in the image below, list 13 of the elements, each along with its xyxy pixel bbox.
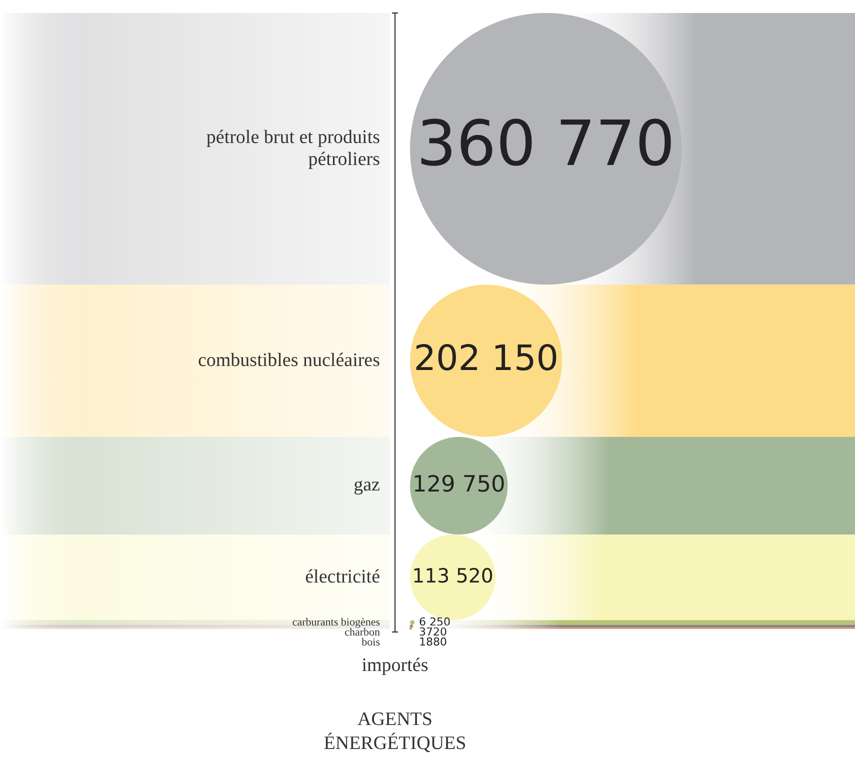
category-label: combustibles nucléaires [198,350,380,371]
category-label: bois [362,636,380,648]
category-label: pétrole brut et produits pétroliers [206,126,380,170]
data-label: 360 770 [416,107,675,180]
data-label: 113 520 [412,564,494,588]
text: importés [360,655,430,677]
category-label: charbon [344,626,380,638]
category-label: électricité [305,566,380,588]
data-label: 202 150 [414,338,558,379]
text: AGENTS ÉNERGÉTIQUES [322,708,468,756]
data-label: 129 750 [412,472,506,498]
category-label: carburants biogènes [292,616,380,628]
category-label: gaz [354,474,380,496]
